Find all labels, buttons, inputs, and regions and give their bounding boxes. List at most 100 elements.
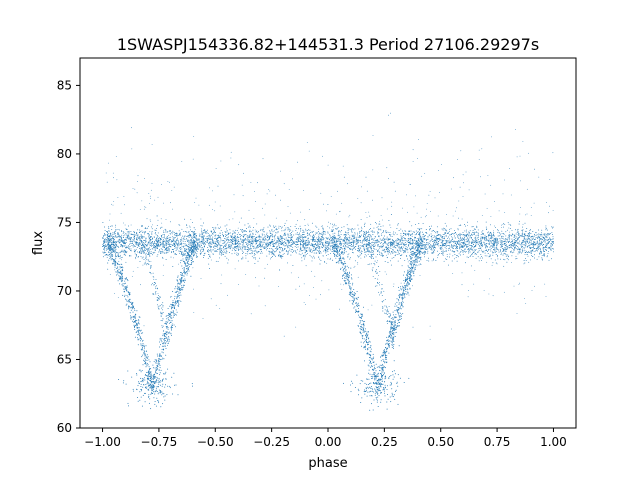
data-point [115,229,117,231]
data-point [462,253,464,255]
data-point [303,231,305,233]
data-point [352,248,354,250]
data-point [240,239,242,241]
data-point [168,234,170,236]
data-point [383,241,385,243]
data-point [288,236,289,238]
data-point [337,256,339,258]
data-point [235,250,237,251]
data-point [330,240,332,242]
data-point [384,248,386,250]
data-point [344,238,345,240]
data-point [104,249,105,251]
data-point [377,250,379,252]
data-point [249,248,251,250]
data-point [393,245,395,247]
data-point [462,232,464,234]
data-point [508,241,510,242]
data-point [534,234,536,236]
data-point [425,248,426,250]
data-point [433,243,435,245]
data-point [418,237,420,239]
data-point [175,254,177,255]
data-point [370,236,372,238]
data-point [234,240,236,242]
data-point [467,249,469,251]
data-point [240,238,242,240]
data-point [375,241,377,243]
data-point [457,246,459,247]
data-point [535,248,537,250]
data-point [182,240,184,242]
data-point [227,238,229,240]
data-point [445,258,447,260]
data-point [365,251,367,252]
data-point [397,244,399,246]
data-point [281,227,282,229]
data-point [442,243,444,245]
data-point [200,234,202,236]
data-point [374,244,376,246]
data-point [348,231,349,233]
data-point [122,241,124,243]
data-point [522,231,523,233]
data-point [148,251,150,253]
data-point [543,239,545,241]
data-point [255,250,257,252]
data-point [325,244,327,246]
data-point [410,242,412,244]
data-point [166,237,168,239]
data-point [126,245,128,247]
data-point [350,228,352,230]
data-point [541,229,543,231]
data-point [375,248,377,250]
data-point [326,245,328,246]
data-point [518,236,520,238]
data-point [204,232,206,234]
data-point [510,235,512,236]
data-point [145,239,147,241]
data-point [170,238,172,240]
data-point [536,247,538,249]
data-point [229,245,231,247]
data-point [217,239,219,241]
data-point [209,237,211,239]
data-point [392,252,394,254]
data-point [509,251,511,253]
data-point [327,231,329,233]
data-point [338,243,340,245]
data-point [234,248,236,250]
data-point [240,246,242,248]
data-point [328,241,330,243]
data-point [360,230,362,231]
data-point [269,230,271,232]
data-point [516,248,518,250]
data-point [201,232,203,234]
data-point [433,244,435,246]
data-point [396,244,398,246]
data-point [159,250,161,252]
data-point [507,221,509,223]
data-point [148,235,150,236]
data-point [437,239,439,241]
data-point [266,245,268,246]
data-point [365,244,367,246]
data-point [164,249,166,251]
data-point [528,234,530,236]
data-point [429,225,430,227]
data-point [457,241,459,243]
data-point [178,224,180,226]
data-point [282,249,284,251]
data-point [252,241,254,243]
data-point [377,228,379,230]
data-point [231,240,233,242]
data-point [442,243,443,245]
data-point [511,238,513,240]
data-point [326,246,328,248]
data-point [186,237,187,239]
data-point [330,253,332,255]
data-point [435,232,437,234]
data-point [511,241,513,243]
data-point [501,241,503,242]
data-point [399,244,401,246]
